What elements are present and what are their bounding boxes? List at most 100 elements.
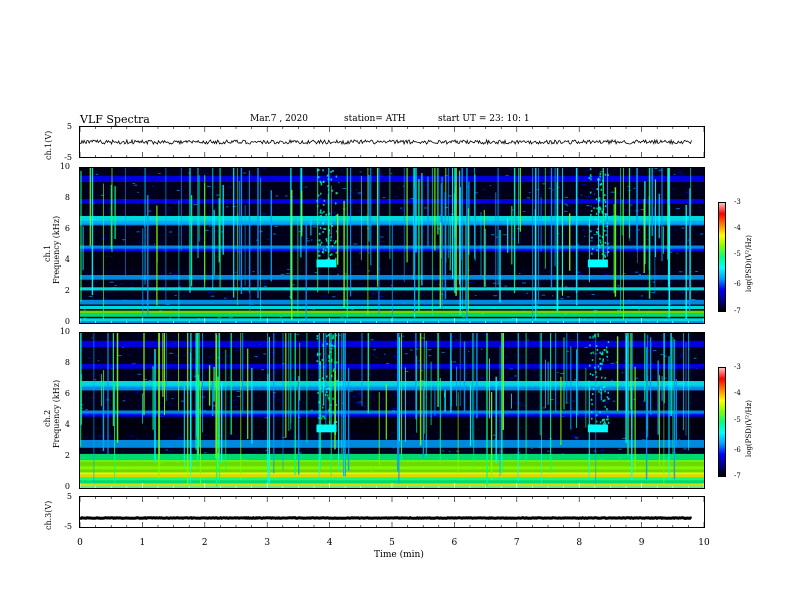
spec-noise-cell (237, 395, 241, 397)
spec-noise-cell (449, 273, 451, 275)
spec-burst-cell (607, 391, 609, 394)
spec-burst-cell (605, 349, 607, 352)
spec-noise-cell (680, 370, 682, 372)
x-tick-label: 4 (326, 538, 333, 548)
spec-noise-cell (275, 337, 279, 339)
spec-noise-cell (560, 317, 564, 319)
spec-noise-cell (538, 194, 543, 196)
spec-noise-cell (323, 295, 327, 297)
spec-noise-cell (352, 358, 357, 360)
spec-burst-cell (335, 334, 337, 337)
spec-noise-cell (390, 284, 393, 286)
spec-noise-cell (134, 184, 138, 186)
spec-band (80, 340, 704, 347)
spec-noise-cell (410, 198, 414, 200)
spec-noise-cell (331, 308, 335, 310)
spec-noise-cell (564, 168, 569, 170)
cb1-tick-m6: -6 (734, 280, 741, 288)
ch2-freq-tick-10: 10 (59, 327, 70, 336)
spec-burst-cell (597, 335, 599, 338)
spec-noise-cell (130, 435, 133, 437)
spec-noise-cell (411, 214, 414, 216)
spec-burst-cell (607, 421, 610, 424)
spec-noise-cell (616, 357, 621, 359)
spec-noise-cell (180, 286, 184, 288)
spec-burst-cell (335, 214, 338, 217)
spec-noise-cell (583, 417, 587, 419)
spec-burst-cell (589, 364, 591, 367)
spec-noise-cell (189, 234, 193, 236)
spec-noise-cell (81, 407, 83, 409)
spec-noise-cell (584, 235, 586, 237)
spec-noise-cell (231, 379, 234, 381)
spec-noise-cell (573, 400, 575, 402)
spec-noise-cell (441, 433, 445, 435)
spec-noise-cell (591, 294, 595, 295)
spec-noise-cell (694, 292, 696, 294)
spec-noise-cell (601, 434, 604, 436)
spec-burst-cell (333, 345, 335, 348)
spec-noise-cell (394, 196, 397, 198)
spec-noise-cell (521, 356, 525, 358)
spec-noise-cell (658, 171, 662, 173)
spec-noise-cell (348, 390, 353, 392)
spec-burst-cell (596, 348, 599, 351)
spec-burst-cell (592, 373, 594, 376)
spec-burst-cell (601, 351, 604, 354)
spec-noise-cell (402, 335, 405, 337)
spec-burst-cell (599, 239, 601, 242)
cb1-tick-m4: -4 (734, 224, 741, 232)
spec-band (80, 216, 704, 224)
spec-noise-cell (119, 283, 124, 285)
spec-burst-cell (602, 250, 605, 253)
spec-burst-cell (602, 208, 605, 211)
spec-noise-cell (208, 356, 212, 358)
spec-noise-cell (647, 350, 650, 352)
spec-burst-cell (325, 213, 327, 216)
spec-noise-cell (83, 317, 87, 319)
spec-burst-cell (602, 179, 604, 182)
spec-noise-cell (237, 400, 239, 402)
spec-noise-cell (456, 450, 459, 452)
spec-noise-cell (290, 434, 294, 436)
spec-noise-cell (634, 377, 638, 379)
spec-noise-cell (138, 242, 140, 244)
spec-noise-cell (228, 186, 232, 188)
spec-noise-cell (655, 293, 657, 295)
spec-noise-cell (557, 378, 559, 380)
spec-noise-cell (381, 241, 385, 242)
spec-burst-cell (335, 251, 338, 254)
spec-noise-cell (103, 358, 105, 360)
spec-burst-cell (329, 343, 331, 346)
spec-noise-cell (593, 450, 597, 452)
spec-noise-cell (327, 232, 332, 234)
spec-noise-cell (184, 354, 188, 356)
spec-noise-cell (603, 226, 607, 228)
spec-noise-cell (144, 434, 146, 436)
spec-noise-cell (363, 405, 366, 407)
spec-burst-cell (598, 382, 600, 385)
spec-burst-cell (590, 398, 593, 401)
spec-burst-cell (607, 242, 609, 245)
spec-noise-cell (91, 337, 93, 339)
spec-noise-cell (310, 239, 313, 241)
spec-noise-cell (595, 241, 599, 243)
spec-noise-cell (578, 271, 581, 273)
spec-burst-cell (321, 212, 323, 215)
spec-noise-cell (679, 438, 681, 440)
spec-noise-cell (556, 215, 560, 217)
spec-noise-cell (531, 447, 533, 449)
spec-noise-cell (575, 437, 579, 439)
spec-noise-cell (693, 357, 697, 359)
spec-noise-cell (130, 298, 133, 300)
spec-burst-cell (326, 246, 329, 248)
spec-burst-cell (323, 417, 326, 420)
spec-noise-cell (382, 197, 386, 199)
spec-noise-cell (88, 295, 93, 297)
spec-burst-cell (605, 234, 607, 237)
spec-noise-cell (192, 350, 196, 352)
spec-noise-cell (243, 172, 246, 174)
ch3-ylabel: ch.3(V) (44, 500, 53, 530)
spec-burst-cell (318, 221, 320, 224)
spec-noise-cell (424, 207, 427, 209)
